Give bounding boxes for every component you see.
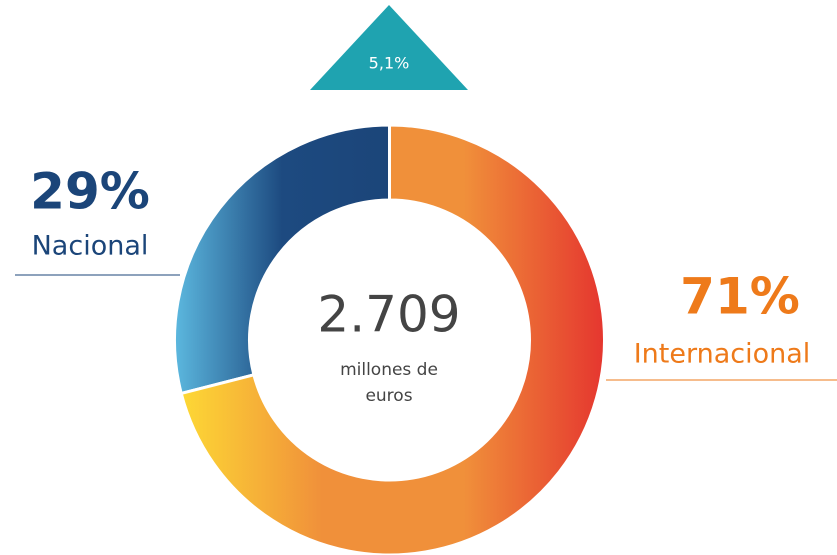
- donut-segment: [179, 123, 606, 555]
- center-label: 2.709: [317, 286, 460, 344]
- annotation-triangle: [310, 5, 468, 90]
- donut-segment: [173, 123, 391, 396]
- category-label: Nacional: [32, 231, 149, 262]
- center-unit: millones de: [340, 360, 438, 380]
- annotation: 5,1%: [369, 54, 410, 73]
- center-unit: euros: [365, 386, 412, 406]
- value-label: 29%: [30, 163, 150, 221]
- category-label: Internacional: [634, 339, 811, 370]
- value-label: 71%: [680, 268, 800, 326]
